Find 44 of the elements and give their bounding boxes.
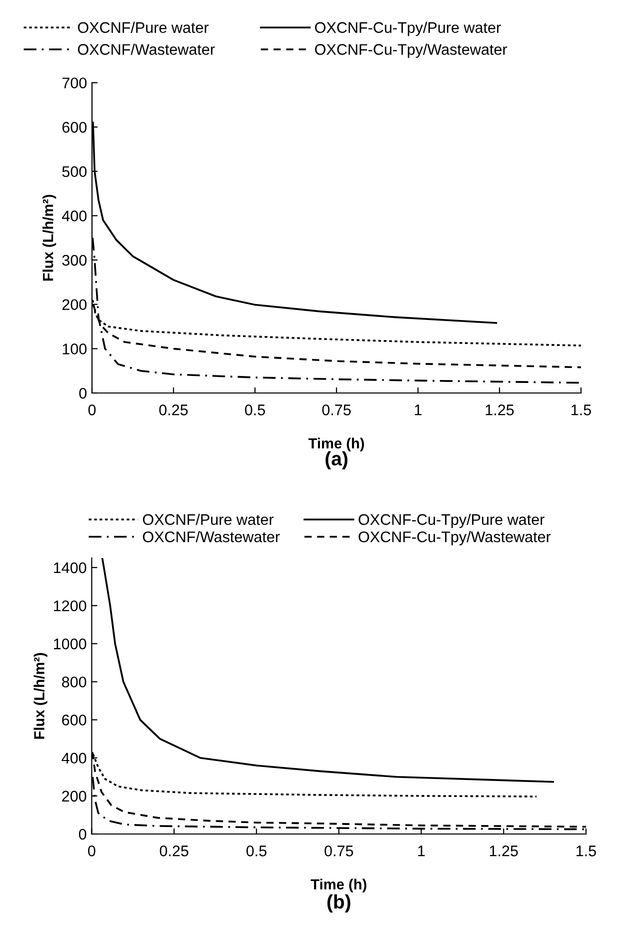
x-tick-label: 1 [418, 846, 425, 856]
y-tick-label: 0 [79, 388, 87, 399]
y-tick-label: 0 [78, 828, 86, 840]
text: (a) [326, 451, 348, 470]
x-axis-title: Time (h) [310, 878, 366, 892]
x-tick-label: 1.5 [572, 404, 591, 416]
text: (b) [327, 894, 350, 912]
x-tick-label: 1.5 [576, 846, 596, 856]
y-tick-label: 1200 [54, 600, 86, 612]
y-tick-label: 1400 [54, 562, 86, 574]
x-tick-label: 1.25 [486, 404, 514, 416]
y-tick-label: 600 [62, 122, 87, 133]
y-tick-label: 600 [62, 714, 86, 726]
y-tick-label: 1000 [54, 638, 86, 650]
x-tick-label: 0.5 [246, 846, 266, 856]
legend-label: OXCNF/Wastewater [78, 44, 215, 55]
legend-label: OXCNF/Wastewater [142, 531, 280, 542]
y-tick-label: 400 [62, 752, 86, 764]
y-axis-title: Flux (L/h/m²) [42, 194, 56, 281]
legend-label: OXCNF-Cu-Tpy/Pure water [358, 514, 544, 528]
x-tick-label: 0.25 [159, 404, 188, 416]
legend-label: OXCNF/Pure water [78, 22, 209, 33]
y-tick-label: 300 [62, 254, 87, 266]
x-tick-label: 1 [414, 404, 422, 416]
x-tick-label: 0 [88, 404, 96, 416]
x-axis-title: Time (h) [308, 438, 364, 452]
x-tick-label: 0.75 [324, 846, 354, 856]
legend-label: OXCNF-Cu-Tpy/Wastewater [358, 531, 551, 546]
x-tick-label: 0.75 [322, 404, 351, 416]
x-tick-label: 0.25 [160, 846, 188, 856]
y-tick-label: 500 [62, 166, 87, 178]
y-tick-label: 200 [62, 790, 86, 802]
y-axis-title: Flux (L/h/m²) [34, 652, 48, 739]
legend-label: OXCNF/Pure water [142, 514, 274, 525]
y-tick-label: 100 [62, 344, 87, 354]
y-tick-label: 800 [62, 676, 86, 688]
y-tick-label: 200 [62, 299, 87, 310]
x-tick-label: 0.5 [244, 404, 265, 416]
x-tick-label: 0 [88, 846, 96, 856]
y-tick-label: 700 [62, 78, 87, 88]
legend-label: OXCNF-Cu-Tpy/Pure water [315, 22, 501, 36]
x-tick-label: 1.25 [490, 846, 518, 856]
y-tick-label: 400 [62, 210, 87, 222]
legend-label: OXCNF-Cu-Tpy/Wastewater [315, 44, 508, 58]
